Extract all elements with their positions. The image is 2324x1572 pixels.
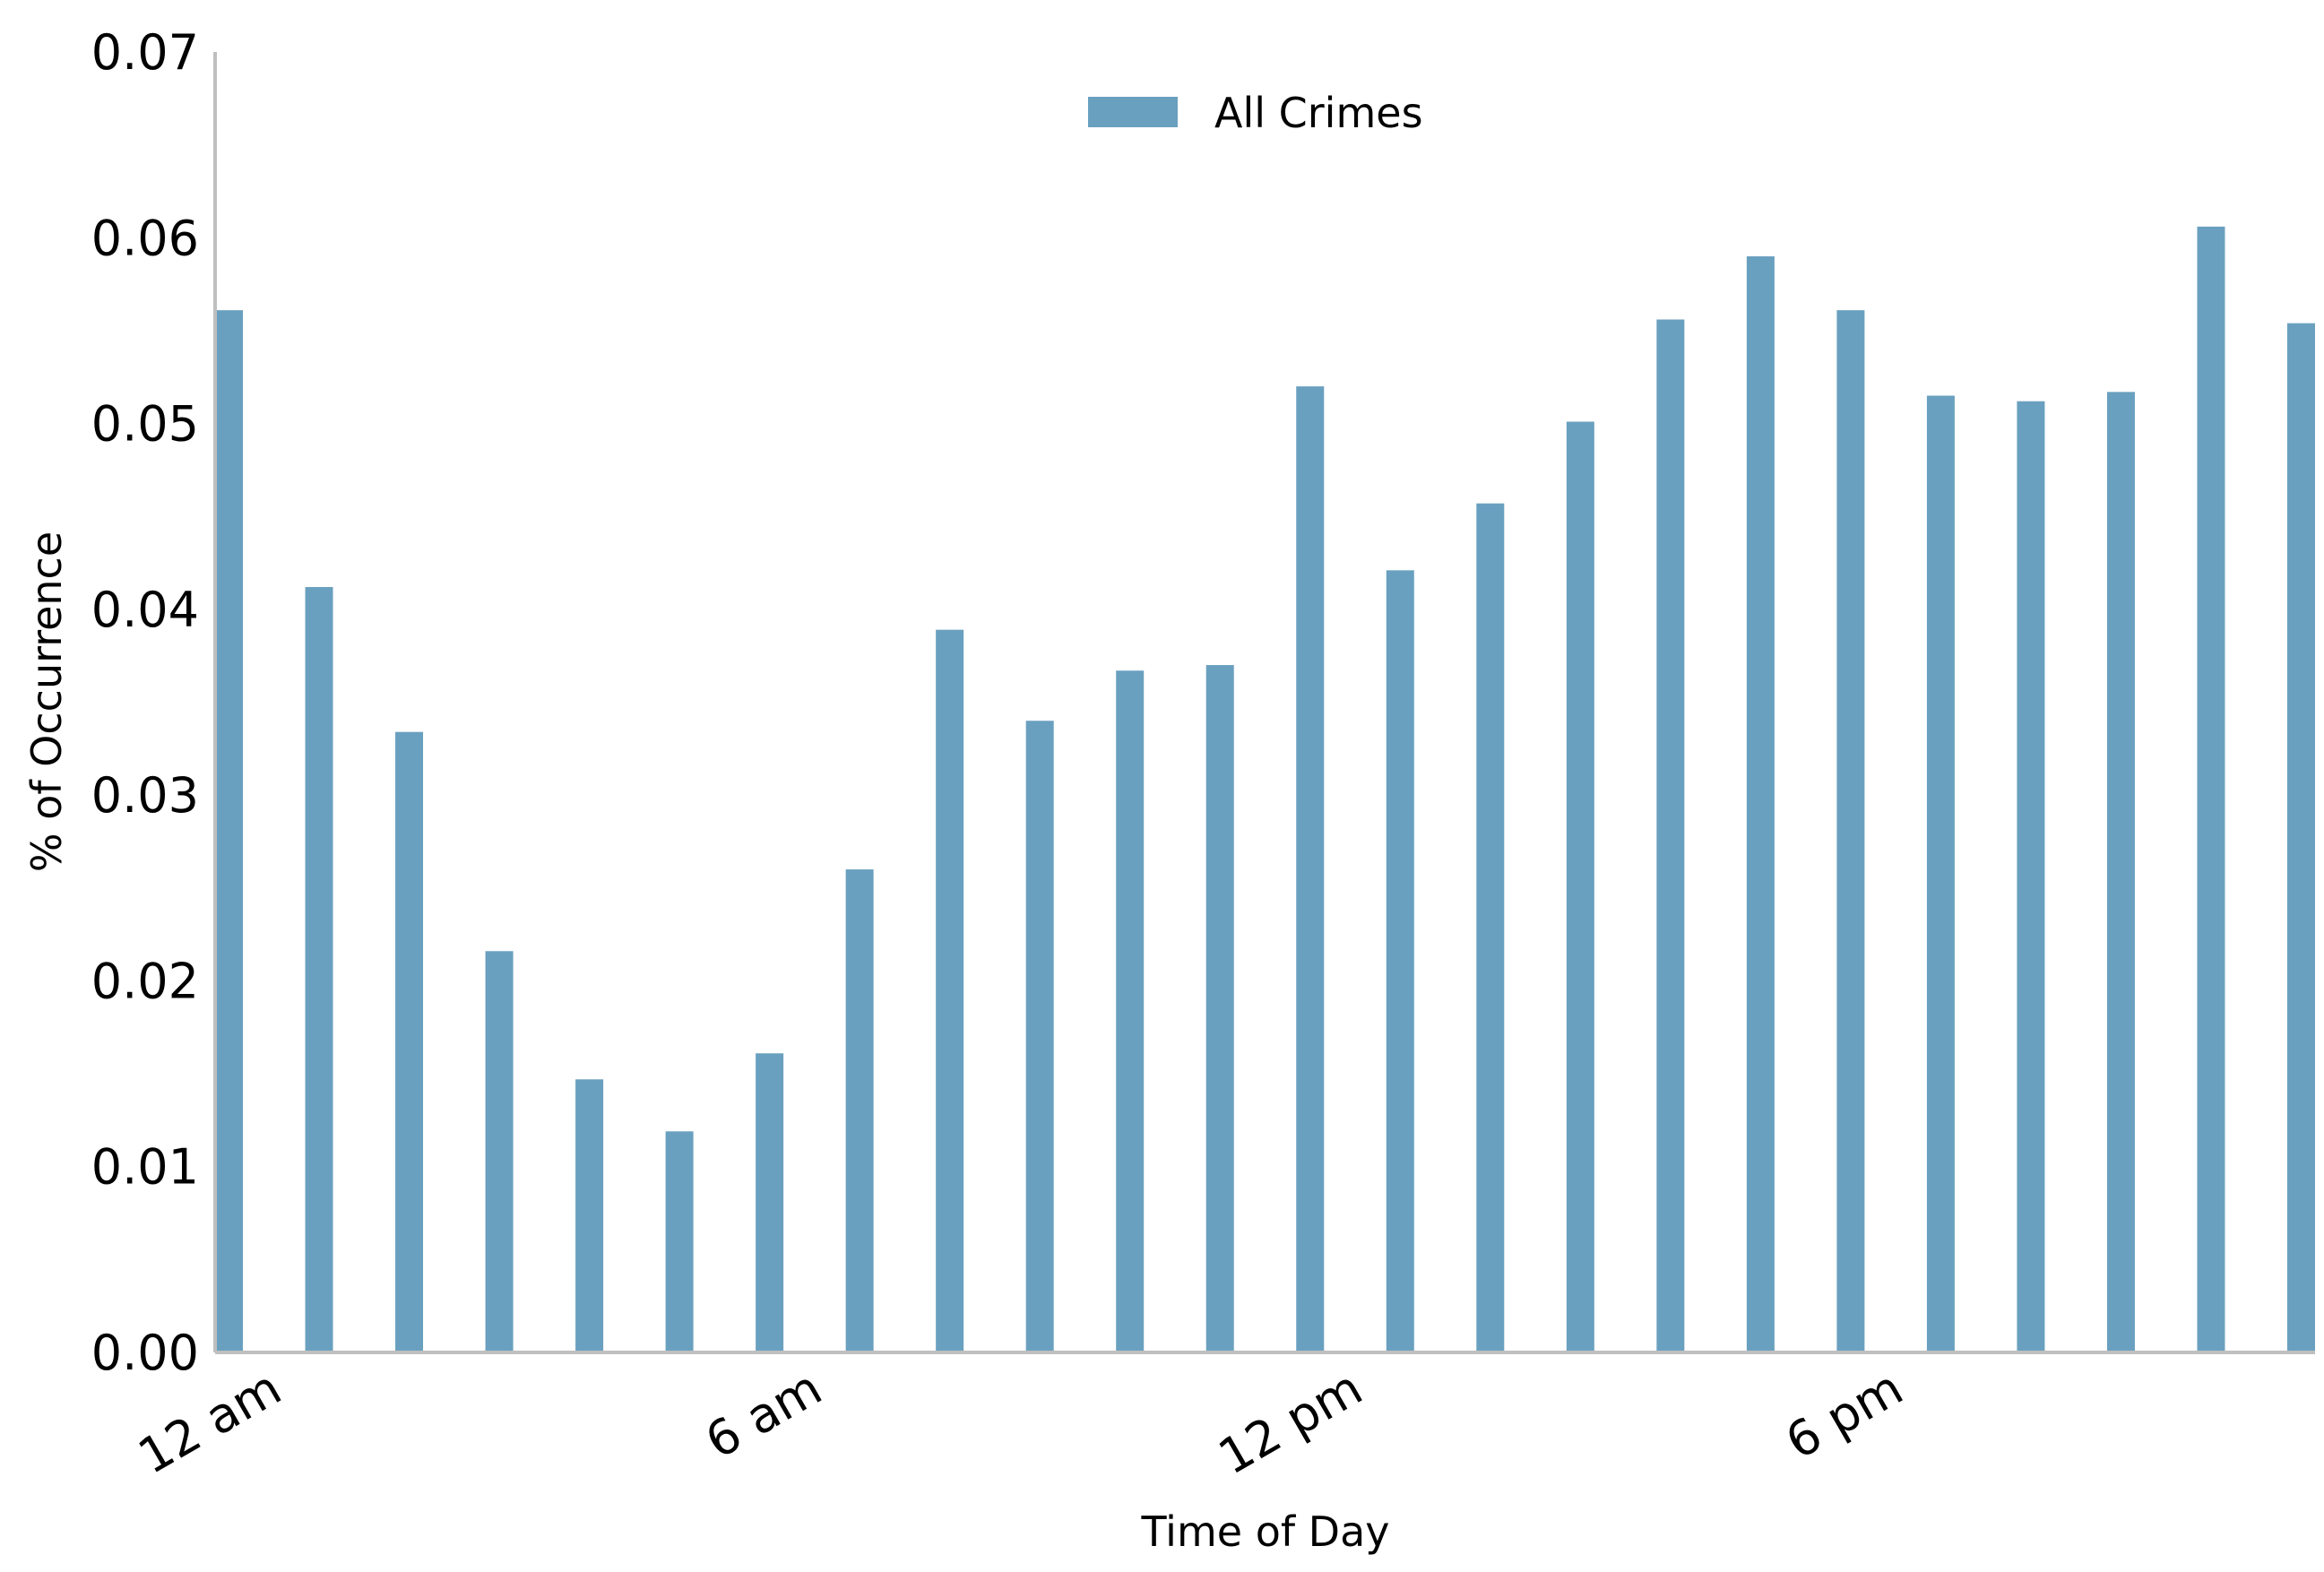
bar-hour-20 [2017,401,2045,1353]
bar-hour-18 [1836,310,1865,1352]
x-ticks-layer: 12 am 6 am 12 pm 6 pm [129,1360,1912,1486]
y-tick-label: 0.04 [91,582,199,638]
legend-swatch [1088,97,1178,127]
bar-hour-8 [936,629,964,1352]
x-tick-label: 6 am [696,1360,831,1470]
bar-hour-14 [1476,503,1505,1352]
x-axis-title: Time of Day [1141,1507,1390,1556]
y-tick-label: 0.00 [91,1325,199,1381]
bar-hour-7 [845,869,874,1352]
bar-hour-12 [1296,386,1325,1352]
bar-hour-6 [756,1053,784,1352]
x-tick-label: 12 pm [1209,1360,1371,1486]
x-tick-label: 6 pm [1776,1360,1912,1471]
y-tick-label: 0.01 [91,1139,199,1196]
y-tick-label: 0.02 [91,953,199,1009]
y-tick-label: 0.03 [91,767,199,824]
y-axis-title: % of Occurrence [22,531,71,872]
bar-hour-3 [485,951,514,1352]
bar-hour-0 [215,310,243,1352]
bar-hour-17 [1746,256,1775,1352]
bars-layer [215,226,2315,1353]
bar-hour-4 [575,1079,604,1352]
bar-hour-10 [1116,670,1145,1352]
bar-hour-13 [1386,570,1414,1352]
legend-label: All Crimes [1214,89,1423,137]
bar-hour-1 [305,586,333,1352]
bar-hour-2 [395,731,424,1352]
legend: All Crimes [1088,89,1423,137]
bar-hour-5 [665,1131,694,1352]
bar-hour-15 [1566,421,1594,1352]
bar-hour-22 [2197,226,2225,1353]
bar-hour-19 [1926,395,1955,1353]
bar-hour-11 [1205,665,1234,1352]
bar-hour-16 [1656,319,1685,1352]
y-tick-label: 0.05 [91,396,199,453]
bar-hour-21 [2106,392,2135,1353]
y-tick-label: 0.07 [91,24,199,81]
bar-hour-23 [2287,323,2315,1352]
y-ticks-layer: 0.00 0.01 0.02 0.03 0.04 0.05 0.06 0.07 [91,24,199,1381]
y-tick-label: 0.06 [91,210,199,266]
bar-hour-9 [1025,721,1054,1352]
